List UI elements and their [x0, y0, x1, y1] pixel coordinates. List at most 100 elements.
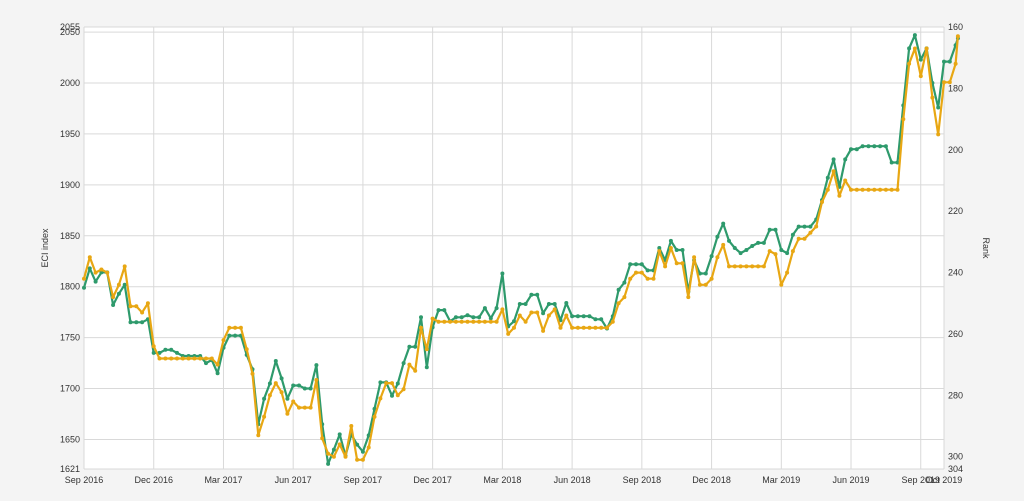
data-point — [297, 383, 301, 388]
data-point — [384, 381, 389, 386]
data-point — [424, 365, 429, 370]
data-point — [907, 46, 912, 51]
data-point — [570, 325, 575, 330]
data-point — [459, 315, 464, 320]
data-point — [790, 249, 795, 254]
data-point — [442, 319, 447, 324]
data-point — [407, 344, 412, 349]
data-point — [599, 317, 604, 322]
series — [82, 33, 960, 466]
data-point — [552, 307, 557, 312]
data-point — [936, 132, 941, 137]
grid — [83, 26, 945, 470]
data-point — [645, 276, 650, 281]
data-point — [761, 240, 766, 245]
data-point — [87, 255, 92, 260]
data-point — [291, 399, 296, 404]
data-point — [215, 371, 220, 376]
rank-series — [82, 34, 960, 462]
data-point — [872, 144, 877, 149]
data-point — [262, 414, 267, 419]
data-point — [477, 315, 482, 320]
data-point — [488, 319, 493, 324]
data-point — [581, 325, 586, 330]
x-tick-label: Dec 2017 — [413, 475, 452, 485]
data-point — [204, 356, 208, 361]
data-point — [360, 457, 365, 462]
data-point — [639, 270, 644, 275]
data-point — [279, 376, 284, 381]
data-point — [419, 325, 423, 330]
data-point — [947, 59, 952, 64]
data-point — [732, 246, 737, 250]
data-point — [448, 319, 453, 324]
data-point — [639, 262, 644, 267]
x-tick-label: Oct 2019 — [926, 475, 963, 485]
data-point — [122, 264, 127, 269]
data-point — [721, 221, 726, 226]
data-point — [558, 325, 563, 330]
data-point — [488, 316, 493, 321]
x-tick-label: Dec 2016 — [134, 475, 173, 485]
data-point — [825, 175, 830, 180]
data-point — [215, 362, 220, 367]
x-tick-label: Sep 2018 — [623, 475, 662, 485]
data-point — [918, 74, 923, 79]
data-point — [512, 325, 516, 330]
data-point — [517, 313, 522, 318]
data-point — [436, 319, 441, 324]
data-point — [343, 454, 348, 459]
data-point — [244, 347, 249, 352]
data-point — [814, 224, 819, 229]
plot-background — [84, 27, 944, 469]
data-point — [552, 302, 557, 306]
data-point — [279, 390, 284, 395]
data-point — [238, 325, 243, 330]
right-tick-label: 304 — [948, 464, 963, 474]
data-point — [802, 224, 807, 229]
data-point — [761, 264, 766, 269]
data-point — [122, 282, 127, 287]
data-point — [697, 271, 702, 276]
data-point — [709, 254, 714, 259]
data-point — [401, 361, 406, 366]
data-point — [116, 291, 121, 296]
left-tick-label: 2055 — [60, 22, 80, 32]
x-tick-label: Mar 2018 — [483, 475, 521, 485]
right-tick-label: 220 — [948, 206, 963, 216]
left-tick-label: 1750 — [60, 333, 80, 343]
data-point — [854, 147, 859, 152]
data-point — [663, 264, 668, 269]
data-point — [291, 383, 296, 388]
left-axis-title: ECI index — [40, 228, 50, 268]
data-point — [610, 319, 615, 324]
data-point — [849, 187, 853, 192]
right-axis-ticks: 160 180 200 220 240 260 280 300 304 — [948, 22, 963, 474]
data-point — [134, 304, 139, 309]
data-point — [593, 325, 598, 330]
data-point — [407, 362, 412, 367]
data-point — [942, 80, 946, 85]
data-point — [570, 314, 575, 319]
data-point — [889, 160, 894, 165]
data-point — [326, 461, 331, 466]
data-point — [116, 282, 121, 287]
data-point — [668, 246, 673, 250]
data-point — [482, 319, 487, 324]
x-tick-label: Jun 2018 — [554, 475, 591, 485]
data-point — [738, 251, 743, 256]
left-tick-label: 1700 — [60, 384, 80, 394]
data-point — [169, 347, 174, 352]
data-point — [535, 310, 540, 315]
data-point — [622, 280, 627, 285]
data-point — [831, 157, 836, 162]
data-point — [953, 61, 958, 66]
data-point — [529, 310, 534, 315]
data-point — [709, 276, 714, 281]
data-point — [395, 393, 400, 398]
data-point — [93, 270, 98, 275]
data-point — [430, 316, 435, 321]
left-tick-label: 1900 — [60, 180, 80, 190]
data-point — [872, 187, 877, 192]
x-tick-label: Sep 2016 — [65, 475, 104, 485]
